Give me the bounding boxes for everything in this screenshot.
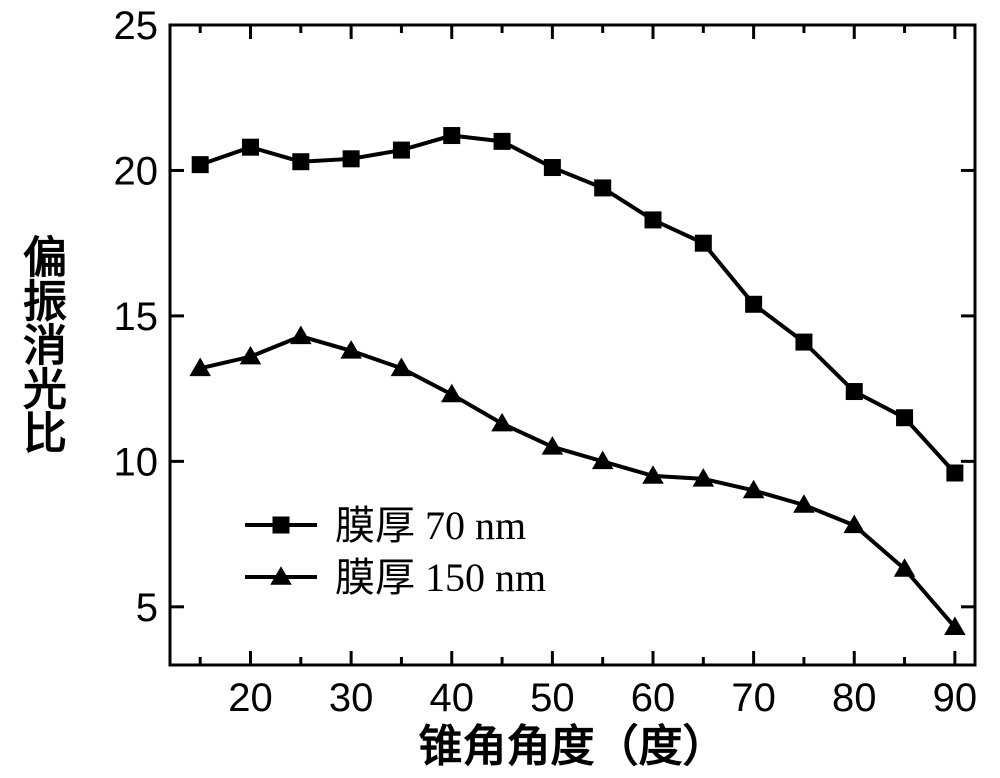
x-tick-label: 70 — [731, 676, 776, 720]
marker-square — [293, 154, 309, 170]
x-tick-label: 60 — [631, 676, 676, 720]
x-tick-label: 40 — [430, 676, 475, 720]
chart-container: 20 30 40 50 60 70 80 90 5 10 15 20 25 锥角角度（度） 偏振消光比膜厚 … — [0, 0, 1000, 773]
x-tick-label: 20 — [228, 676, 273, 720]
x-tick-label: 80 — [832, 676, 877, 720]
marker-square — [343, 151, 359, 167]
y-axis-label: 偏振消光比 — [23, 233, 67, 458]
y-tick-label: 25 — [114, 4, 159, 48]
legend-label-0: 膜厚 70 nm — [335, 503, 526, 548]
x-tick-label: 90 — [933, 676, 978, 720]
y-tick-label: 15 — [114, 295, 159, 339]
x-axis-label: 锥角角度（度） — [419, 722, 727, 771]
marker-square — [595, 180, 611, 196]
marker-square — [695, 235, 711, 251]
x-tick-label: 30 — [329, 676, 374, 720]
marker-square — [947, 465, 963, 481]
marker-square — [796, 334, 812, 350]
marker-square — [273, 517, 289, 533]
marker-square — [243, 139, 259, 155]
marker-square — [444, 128, 460, 144]
y-tick-label: 10 — [114, 440, 159, 484]
marker-square — [846, 384, 862, 400]
marker-square — [494, 133, 510, 149]
marker-square — [192, 157, 208, 173]
x-tick-label: 50 — [530, 676, 575, 720]
y-tick-label: 20 — [114, 149, 159, 193]
legend-label-1: 膜厚 150 nm — [335, 555, 546, 600]
marker-square — [645, 212, 661, 228]
marker-square — [897, 410, 913, 426]
y-tick-label: 5 — [136, 586, 158, 630]
marker-square — [746, 296, 762, 312]
chart-svg: 20 30 40 50 60 70 80 90 5 10 15 20 25 锥角角度（度） 偏振消光比膜厚 … — [0, 0, 1000, 773]
marker-square — [393, 142, 409, 158]
marker-square — [544, 160, 560, 176]
